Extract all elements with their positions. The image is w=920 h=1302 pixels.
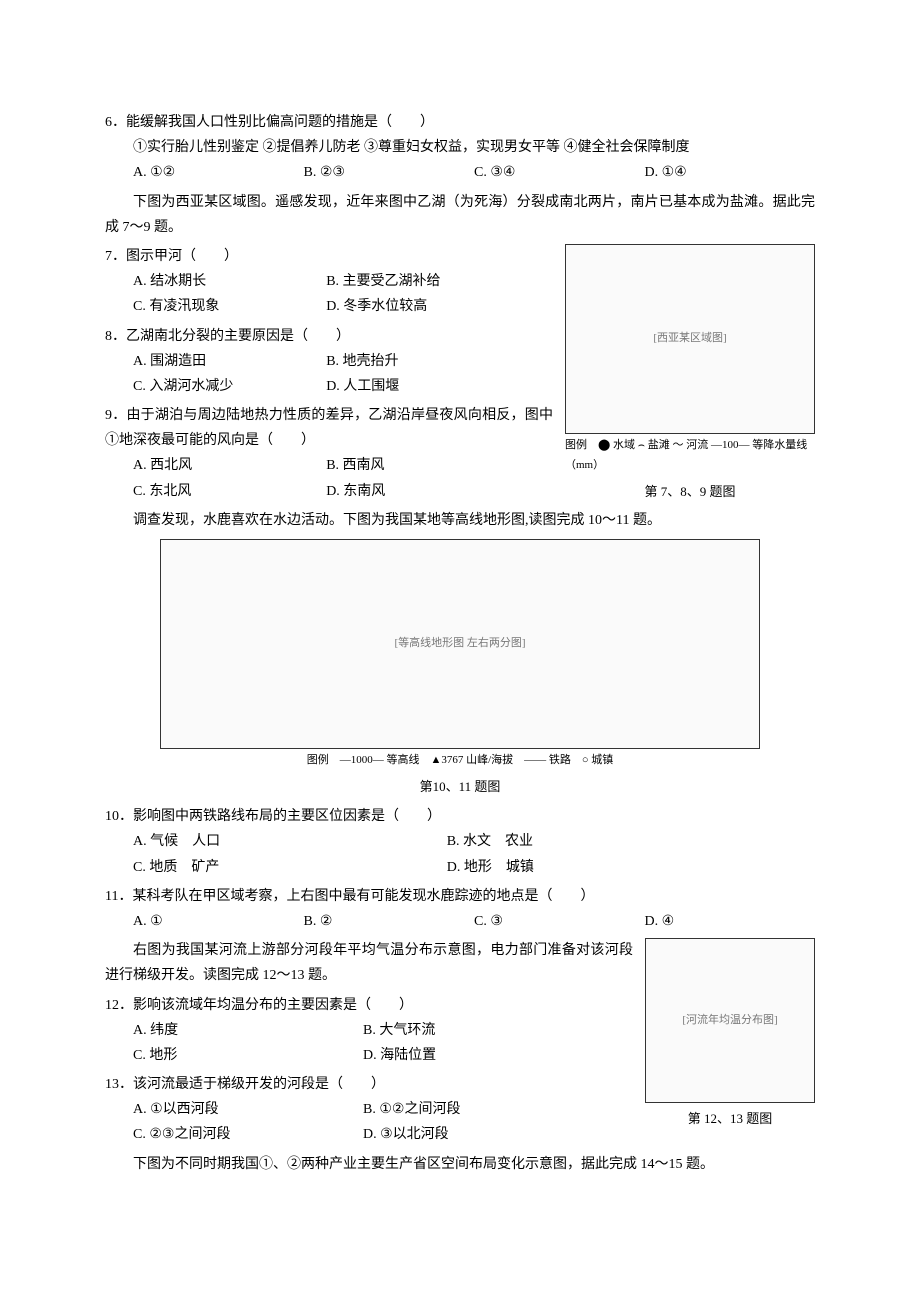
q8-opt-c[interactable]: C. 入湖河水减少: [133, 374, 326, 399]
q11-opt-b[interactable]: B. ②: [304, 909, 475, 934]
q8-options: A. 围湖造田 B. 地壳抬升: [105, 349, 553, 374]
q12-opt-d[interactable]: D. 海陆位置: [363, 1043, 593, 1068]
q8-opt-a[interactable]: A. 围湖造田: [133, 349, 326, 374]
figure-1011-legend: 图例 —1000— 等高线 ▲3767 山峰/海拔 —— 铁路 ○ 城镇: [105, 751, 815, 771]
q10-opt-b[interactable]: B. 水文 农业: [447, 829, 761, 854]
q10-stem: 10．影响图中两铁路线布局的主要区位因素是（ ）: [105, 804, 815, 829]
q8-opt-b[interactable]: B. 地壳抬升: [326, 349, 519, 374]
q7-opt-a[interactable]: A. 结冰期长: [133, 269, 326, 294]
q12-opt-c[interactable]: C. 地形: [133, 1043, 363, 1068]
figure-12-13: [河流年均温分布图]: [645, 938, 815, 1103]
q6-stem: 6．能缓解我国人口性别比偏高问题的措施是（ ）: [105, 110, 815, 135]
q11-opt-a[interactable]: A. ①: [133, 909, 304, 934]
intro-12to13: 右图为我国某河流上游部分河段年平均气温分布示意图，电力部门准备对该河段进行梯级开…: [105, 938, 633, 988]
q10-opt-d[interactable]: D. 地形 城镇: [447, 855, 761, 880]
q9-opt-a[interactable]: A. 西北风: [133, 453, 326, 478]
figure-1011-caption: 第10、11 题图: [105, 775, 815, 798]
figure-1213-caption: 第 12、13 题图: [645, 1107, 815, 1130]
q13-opt-b[interactable]: B. ①②之间河段: [363, 1097, 593, 1122]
q7-opt-b[interactable]: B. 主要受乙湖补给: [326, 269, 519, 294]
figure-7-8-9: [西亚某区域图]: [565, 244, 815, 434]
q9-opt-c[interactable]: C. 东北风: [133, 479, 326, 504]
q13-opt-d[interactable]: D. ③以北河段: [363, 1122, 593, 1147]
q6-opt-c[interactable]: C. ③④: [474, 160, 645, 185]
q11-options: A. ① B. ② C. ③ D. ④: [105, 909, 815, 934]
q11-stem: 11．某科考队在甲区域考察，上右图中最有可能发现水鹿踪迹的地点是（ ）: [105, 884, 815, 909]
q7-opt-d[interactable]: D. 冬季水位较高: [326, 294, 519, 319]
q7-options: A. 结冰期长 B. 主要受乙湖补给: [105, 269, 553, 294]
q13-options: A. ①以西河段 B. ①②之间河段: [105, 1097, 633, 1122]
q6-opt-b[interactable]: B. ②③: [304, 160, 475, 185]
q13-opt-c[interactable]: C. ②③之间河段: [133, 1122, 363, 1147]
q9-opt-b[interactable]: B. 西南风: [326, 453, 519, 478]
q7-stem: 7．图示甲河（ ）: [105, 244, 553, 269]
intro-14to15: 下图为不同时期我国①、②两种产业主要生产省区空间布局变化示意图，据此完成 14～…: [105, 1152, 815, 1177]
intro-7to9: 下图为西亚某区域图。遥感发现，近年来图中乙湖（为死海）分裂成南北两片，南片已基本…: [105, 190, 815, 240]
figure-789-caption: 第 7、8、9 题图: [565, 480, 815, 503]
q10-opt-c[interactable]: C. 地质 矿产: [133, 855, 447, 880]
q10-opt-a[interactable]: A. 气候 人口: [133, 829, 447, 854]
q7-opt-c[interactable]: C. 有凌汛现象: [133, 294, 326, 319]
q6-opt-a[interactable]: A. ①②: [133, 160, 304, 185]
q8-opt-d[interactable]: D. 人工围堰: [326, 374, 519, 399]
figure-789-legend: 图例 ⬤ 水域 ⌢ 盐滩 ～ 河流 —100— 等降水量线（mm）: [565, 436, 815, 476]
q12-opt-b[interactable]: B. 大气环流: [363, 1018, 593, 1043]
intro-10to11: 调查发现，水鹿喜欢在水边活动。下图为我国某地等高线地形图,读图完成 10～11 …: [105, 508, 815, 533]
q9-opt-d[interactable]: D. 东南风: [326, 479, 519, 504]
q10-options: A. 气候 人口 B. 水文 农业: [105, 829, 815, 854]
q12-options: A. 纬度 B. 大气环流: [105, 1018, 633, 1043]
q12-opt-a[interactable]: A. 纬度: [133, 1018, 363, 1043]
q6-substems: ①实行胎儿性别鉴定 ②提倡养儿防老 ③尊重妇女权益，实现男女平等 ④健全社会保障…: [105, 135, 815, 160]
q6-opt-d[interactable]: D. ①④: [645, 160, 816, 185]
q13-stem: 13．该河流最适于梯级开发的河段是（ ）: [105, 1072, 633, 1097]
q9-stem: 9．由于湖泊与周边陆地热力性质的差异，乙湖沿岸昼夜风向相反，图中①地深夜最可能的…: [105, 403, 553, 453]
q13-opt-a[interactable]: A. ①以西河段: [133, 1097, 363, 1122]
q11-opt-d[interactable]: D. ④: [645, 909, 816, 934]
q11-opt-c[interactable]: C. ③: [474, 909, 645, 934]
q6-options: A. ①② B. ②③ C. ③④ D. ①④: [105, 160, 815, 185]
q8-stem: 8．乙湖南北分裂的主要原因是（ ）: [105, 324, 553, 349]
q9-options: A. 西北风 B. 西南风: [105, 453, 553, 478]
figure-10-11: [等高线地形图 左右两分图]: [160, 539, 760, 749]
q12-stem: 12．影响该流域年均温分布的主要因素是（ ）: [105, 993, 633, 1018]
